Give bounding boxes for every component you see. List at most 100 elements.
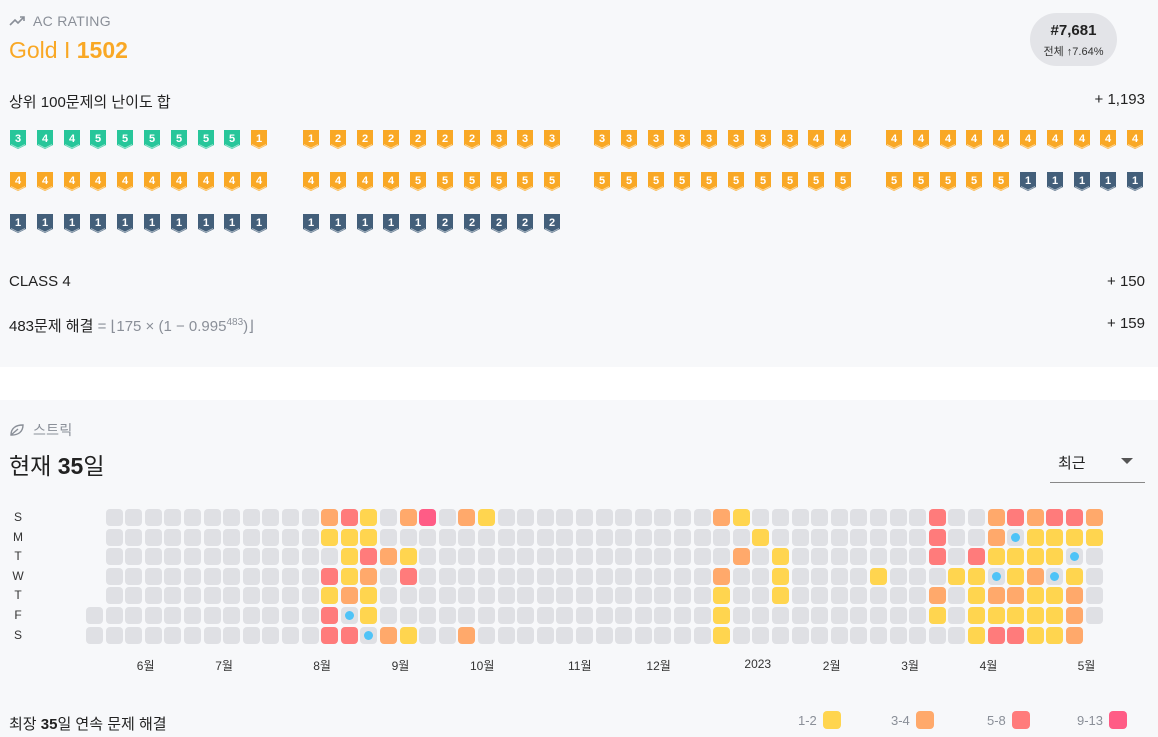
tier-badge-icon[interactable]: 5 (754, 172, 771, 191)
streak-cell[interactable] (517, 626, 535, 644)
streak-cell[interactable] (478, 587, 495, 605)
streak-cell[interactable] (262, 607, 280, 624)
tier-badge-icon[interactable]: 1 (303, 214, 319, 233)
tier-badge-icon[interactable]: 1 (10, 214, 26, 233)
streak-cell[interactable] (164, 626, 182, 644)
streak-cell[interactable] (340, 607, 358, 624)
streak-cell[interactable] (850, 548, 868, 566)
streak-cell[interactable] (1026, 607, 1044, 624)
streak-cell[interactable] (732, 509, 750, 526)
streak-cell[interactable] (752, 587, 770, 605)
tier-badge-icon[interactable]: 2 (437, 214, 453, 233)
streak-cell[interactable] (948, 528, 966, 546)
streak-cell[interactable] (791, 607, 809, 624)
streak-cell[interactable] (968, 626, 985, 644)
tier-badge-icon[interactable]: 2 (463, 214, 480, 233)
streak-cell[interactable] (595, 548, 613, 566)
streak-cell[interactable] (203, 587, 221, 605)
streak-cell[interactable] (674, 567, 691, 585)
tier-badge-icon[interactable]: 1 (1020, 172, 1036, 191)
streak-cell[interactable] (1026, 587, 1044, 605)
streak-cell[interactable] (1046, 548, 1064, 566)
streak-cell[interactable] (125, 587, 143, 605)
streak-cell[interactable] (301, 607, 319, 624)
streak-cell[interactable] (184, 509, 201, 526)
streak-cell[interactable] (674, 548, 691, 566)
streak-cell[interactable] (340, 548, 358, 566)
streak-cell[interactable] (360, 607, 378, 624)
tier-badge-icon[interactable]: 4 (1046, 130, 1063, 149)
tier-badge-icon[interactable]: 4 (10, 172, 26, 191)
streak-cell[interactable] (830, 528, 848, 546)
tier-badge-icon[interactable]: 5 (170, 130, 187, 149)
streak-cell[interactable] (576, 528, 593, 546)
streak-cell[interactable] (262, 567, 280, 585)
tier-badge-icon[interactable]: 4 (808, 130, 825, 149)
streak-cell[interactable] (870, 607, 887, 624)
streak-cell[interactable] (380, 528, 397, 546)
streak-cell[interactable] (458, 528, 476, 546)
tier-badge-icon[interactable]: 2 (490, 214, 507, 233)
streak-cell[interactable] (752, 567, 770, 585)
streak-cell[interactable] (517, 607, 535, 624)
streak-cell[interactable] (438, 548, 456, 566)
streak-cell[interactable] (1046, 607, 1064, 624)
streak-cell[interactable] (732, 548, 750, 566)
tier-badge-icon[interactable]: 3 (10, 130, 26, 149)
streak-cell[interactable] (1066, 626, 1083, 644)
streak-cell[interactable] (282, 548, 299, 566)
streak-cell[interactable] (105, 567, 123, 585)
streak-cell[interactable] (164, 567, 182, 585)
streak-cell[interactable] (301, 528, 319, 546)
streak-cell[interactable] (399, 548, 417, 566)
streak-cell[interactable] (536, 607, 554, 624)
streak-cell[interactable] (360, 528, 378, 546)
streak-cell[interactable] (144, 607, 162, 624)
streak-cell[interactable] (340, 567, 358, 585)
streak-cell[interactable] (478, 567, 495, 585)
streak-cell[interactable] (732, 528, 750, 546)
streak-cell[interactable] (1046, 567, 1064, 585)
streak-cell[interactable] (948, 587, 966, 605)
tier-badge-icon[interactable]: 4 (356, 172, 373, 191)
streak-cell[interactable] (105, 587, 123, 605)
tier-badge-icon[interactable]: 4 (1073, 130, 1090, 149)
tier-badge-icon[interactable]: 5 (197, 130, 214, 149)
tier-badge-icon[interactable]: 3 (620, 130, 637, 149)
streak-cell[interactable] (713, 567, 731, 585)
streak-cell[interactable] (438, 587, 456, 605)
streak-cell[interactable] (340, 587, 358, 605)
streak-cell[interactable] (105, 509, 123, 526)
streak-cell[interactable] (282, 626, 299, 644)
streak-cell[interactable] (536, 509, 554, 526)
streak-cell[interactable] (791, 548, 809, 566)
tier-badge-icon[interactable]: 5 (835, 172, 852, 191)
streak-cell[interactable] (458, 567, 476, 585)
tier-badge-icon[interactable]: 4 (966, 130, 983, 149)
streak-cell[interactable] (987, 509, 1005, 526)
streak-cell[interactable] (164, 587, 182, 605)
streak-cell[interactable] (968, 548, 985, 566)
streak-cell[interactable] (654, 587, 672, 605)
streak-cell[interactable] (360, 509, 378, 526)
streak-cell[interactable] (556, 587, 574, 605)
streak-cell[interactable] (1085, 587, 1103, 605)
streak-cell[interactable] (830, 509, 848, 526)
streak-cell[interactable] (595, 607, 613, 624)
streak-cell[interactable] (144, 567, 162, 585)
streak-cell[interactable] (1007, 548, 1025, 566)
tier-badge-icon[interactable]: 3 (701, 130, 718, 149)
tier-badge-icon[interactable]: 1 (63, 214, 80, 233)
tier-badge-icon[interactable]: 5 (620, 172, 637, 191)
streak-cell[interactable] (752, 548, 770, 566)
tier-badge-icon[interactable]: 5 (517, 172, 534, 191)
streak-cell[interactable] (1085, 567, 1103, 585)
streak-cell[interactable] (419, 509, 437, 526)
streak-cell[interactable] (634, 509, 652, 526)
tier-badge-icon[interactable]: 3 (517, 130, 534, 149)
streak-cell[interactable] (223, 626, 241, 644)
tier-badge-icon[interactable]: 5 (939, 172, 956, 191)
streak-cell[interactable] (223, 528, 241, 546)
streak-cell[interactable] (948, 548, 966, 566)
streak-cell[interactable] (1046, 528, 1064, 546)
